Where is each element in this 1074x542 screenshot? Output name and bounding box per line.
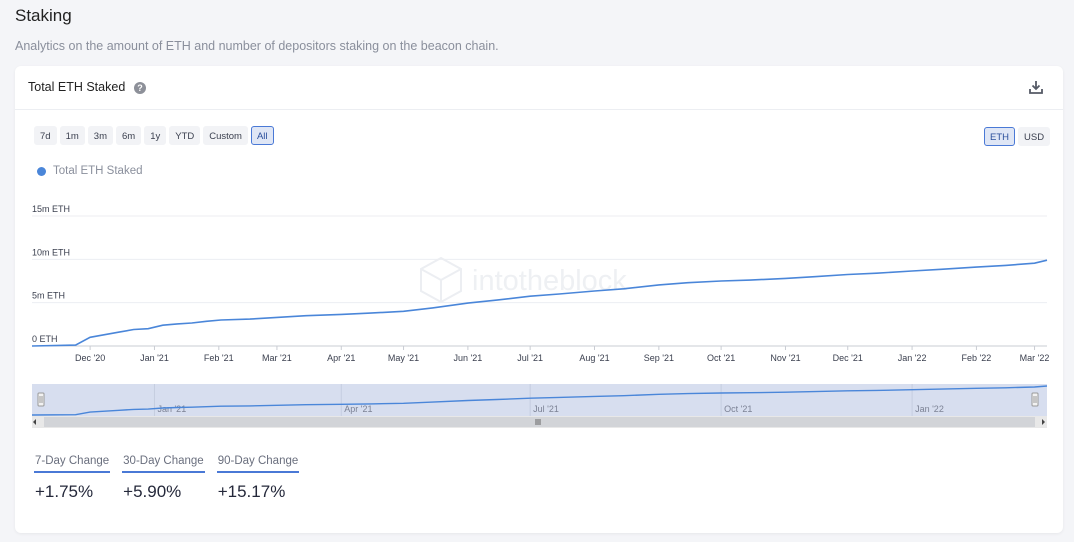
legend-label: Total ETH Staked xyxy=(53,165,143,177)
x-tick-label: Dec '20 xyxy=(75,353,105,363)
page-subtitle: Analytics on the amount of ETH and numbe… xyxy=(15,39,499,53)
x-tick-label: Sep '21 xyxy=(644,353,674,363)
x-tick-label: Feb '22 xyxy=(962,353,992,363)
navigator-tick-label: Apr '21 xyxy=(344,404,372,414)
x-tick-label: Oct '21 xyxy=(707,353,735,363)
unit-button-eth[interactable]: ETH xyxy=(984,127,1015,146)
x-tick-label: Nov '21 xyxy=(770,353,800,363)
y-tick-label: 15m ETH xyxy=(32,204,70,214)
watermark: intotheblock xyxy=(420,256,627,304)
x-tick-label: Apr '21 xyxy=(327,353,355,363)
navigator-selection[interactable] xyxy=(32,384,1047,416)
range-button-ytd[interactable]: YTD xyxy=(169,126,201,145)
x-tick-label: Jul '21 xyxy=(517,353,543,363)
x-tick-label: Jan '21 xyxy=(140,353,169,363)
stat-30-day[interactable]: 30-Day Change +5.90% xyxy=(122,455,205,502)
navigator-grid xyxy=(153,384,913,416)
navigator-handle-right[interactable] xyxy=(1031,392,1039,407)
stat-value: +15.17% xyxy=(217,482,286,501)
navigator-tick-label: Jan '21 xyxy=(157,404,186,414)
x-tick-label: May '21 xyxy=(388,353,419,363)
download-icon[interactable] xyxy=(1028,79,1044,95)
range-button-1m[interactable]: 1m xyxy=(59,126,85,145)
watermark-text: intotheblock xyxy=(472,265,627,297)
scroll-left-arrow-icon[interactable] xyxy=(33,419,36,425)
question-circle-icon[interactable]: ? xyxy=(134,82,146,94)
x-tick-label: Feb '21 xyxy=(204,353,234,363)
y-tick-label: 0 ETH xyxy=(32,334,58,344)
navigator-tick-label: Jul '21 xyxy=(533,404,559,414)
chart-grid xyxy=(32,215,1047,347)
range-button-3m[interactable]: 3m xyxy=(87,126,113,145)
navigator-tick-label: Jan '22 xyxy=(915,404,944,414)
range-button-7d[interactable]: 7d xyxy=(34,126,57,145)
stat-label: 90-Day Change xyxy=(216,455,300,473)
x-tick-label: Mar '21 xyxy=(262,353,292,363)
stat-label: 7-Day Change xyxy=(34,455,111,473)
series-line-total-eth-staked xyxy=(31,259,1048,347)
x-tick-label: Aug '21 xyxy=(579,353,609,363)
x-tick-label: Mar '22 xyxy=(1020,353,1050,363)
navigator-series-line xyxy=(31,385,1048,416)
scroll-right-arrow-icon[interactable] xyxy=(1042,419,1045,425)
watermark-logo-icon xyxy=(420,256,462,304)
change-stats: 7-Day Change +1.75% 30-Day Change +5.90%… xyxy=(34,455,300,502)
navigator-tick-label: Oct '21 xyxy=(724,404,752,414)
chart-area: intotheblock 0 ETH 5m ETH 10m ETH 15m ETH D… xyxy=(31,204,1049,428)
navigator-scrollbar[interactable] xyxy=(32,416,1047,428)
card-title: Total ETH Staked xyxy=(28,80,126,94)
stat-90-day[interactable]: 90-Day Change +15.17% xyxy=(216,455,300,502)
scrollbar-grip-icon xyxy=(535,419,541,425)
navigator-handle-left[interactable] xyxy=(37,392,45,407)
stat-value: +1.75% xyxy=(35,482,94,501)
unit-button-usd[interactable]: USD xyxy=(1018,127,1051,146)
y-axis: 0 ETH 5m ETH 10m ETH 15m ETH xyxy=(32,204,70,344)
chart-legend[interactable]: Total ETH Staked xyxy=(37,165,142,177)
navigator[interactable]: Jan '21 Apr '21 Jul '21 Oct '21 Jan '22 xyxy=(31,384,1048,416)
x-tick-label: Jun '21 xyxy=(454,353,483,363)
range-button-6m[interactable]: 6m xyxy=(115,126,142,145)
stat-7-day[interactable]: 7-Day Change +1.75% xyxy=(34,455,111,502)
chart-card: Total ETH Staked ? 7d 1m 3m 6m 1y YTD Cu… xyxy=(15,66,1063,533)
x-tick-label: Jan '22 xyxy=(898,353,927,363)
page-title: Staking xyxy=(15,6,72,25)
range-selector: 7d 1m 3m 6m 1y YTD Custom All xyxy=(34,126,274,145)
legend-marker xyxy=(37,166,46,176)
navigator-axis: Jan '21 Apr '21 Jul '21 Oct '21 Jan '22 xyxy=(157,404,943,414)
stat-value: +5.90% xyxy=(123,482,182,501)
card-header: Total ETH Staked ? xyxy=(15,66,1063,110)
x-axis: Dec '20 Jan '21 Feb '21 Mar '21 Apr '21 May '… xyxy=(75,346,1049,363)
y-tick-label: 5m ETH xyxy=(32,291,65,301)
y-tick-label: 10m ETH xyxy=(32,247,70,257)
range-button-custom[interactable]: Custom xyxy=(203,126,248,145)
x-tick-label: Dec '21 xyxy=(833,353,863,363)
range-button-1y[interactable]: 1y xyxy=(144,126,167,145)
unit-selector: ETH USD xyxy=(984,127,1051,146)
stat-label: 30-Day Change xyxy=(122,455,205,473)
range-button-all[interactable]: All xyxy=(250,126,274,145)
